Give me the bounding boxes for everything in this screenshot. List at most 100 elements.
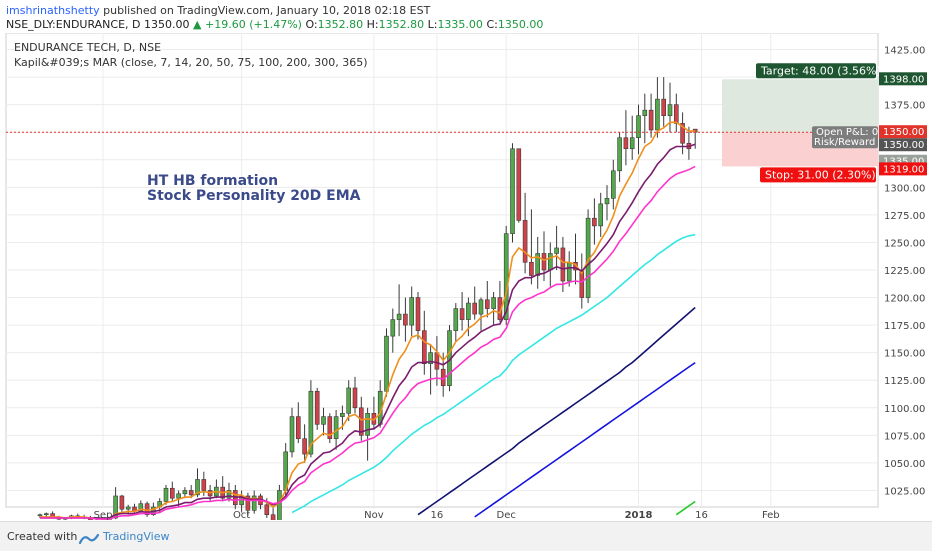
candle-body (516, 148, 522, 221)
candle-body (270, 514, 276, 521)
y-tick-label: 1125.00 (884, 376, 925, 387)
candle-body (541, 253, 547, 271)
chart-area[interactable]: 1025.00 1050.00 1075.00 1100.00 1125.00 1150.… (0, 32, 932, 525)
annotation-line-1[interactable]: HT HB formation (147, 173, 278, 189)
candle-body (421, 330, 427, 364)
candle-body (170, 487, 175, 499)
published-text: published on TradingView.com, January 10… (103, 4, 431, 17)
y-tick-label: 1275.00 (884, 211, 925, 222)
y-tick-label: 1075.00 (884, 431, 925, 442)
candle-body (289, 416, 295, 453)
y-tick-label: 1025.00 (884, 486, 925, 497)
candle-body (484, 299, 490, 309)
candle-body (182, 490, 188, 495)
indicator-legend[interactable]: Kapil&#039;s MAR (close, 7, 14, 20, 50, … (14, 56, 368, 69)
ma-line-20 (40, 165, 696, 520)
close-value: 1350.00 (497, 18, 544, 31)
candle-body (340, 413, 345, 417)
entry-price-tag: 1350.00 (883, 140, 924, 151)
candle-body (459, 308, 465, 320)
ma-line-50 (291, 233, 696, 514)
stop-label: Stop: 31.00 (2.30%) (765, 168, 876, 181)
candle-body (352, 387, 358, 409)
candle-body (478, 299, 484, 315)
candle-body (472, 302, 478, 315)
target-label-box[interactable] (756, 63, 876, 79)
low-label: L: (427, 18, 438, 31)
stop-label-box[interactable] (760, 167, 876, 183)
symbol-label: NSE_DLY:ENDURANCE, D (6, 18, 141, 31)
ma-line-14 (40, 143, 696, 519)
candle-body (522, 220, 528, 263)
candle-body (119, 495, 125, 510)
author-link[interactable]: imshrinathshetty (6, 4, 100, 17)
candle-body (365, 413, 370, 436)
candle-body (195, 479, 200, 496)
candle-body (510, 148, 515, 234)
candle-body (636, 115, 641, 139)
ma-line-300 (675, 500, 696, 516)
target-price-tag-bg (879, 72, 927, 86)
candle-body (327, 416, 333, 439)
candle-body (176, 493, 181, 499)
candle-body (302, 438, 307, 455)
footer: Created with TradingView (0, 521, 932, 551)
publish-line: imshrinathshetty published on TradingVie… (6, 4, 430, 17)
candle-body (308, 390, 314, 455)
candle-body (125, 506, 131, 510)
stop-price-tag: 1319.00 (883, 164, 924, 175)
y-tick-label: 1375.00 (884, 101, 925, 112)
candle-body (617, 137, 622, 172)
candle-body (648, 109, 654, 131)
candle-body (629, 137, 635, 150)
candle-body (37, 514, 43, 517)
x-tick-label: 16 (695, 510, 708, 520)
candles (37, 77, 698, 525)
candle-body (43, 513, 49, 516)
candle-body (415, 297, 421, 331)
ma-line-7 (40, 121, 696, 520)
candle-body (358, 407, 364, 436)
tradingview-brand-link[interactable]: TradingView (103, 530, 170, 543)
y-tick-label: 1100.00 (884, 404, 925, 415)
candle-body (245, 495, 251, 511)
y-tick-label: 1225.00 (884, 266, 925, 277)
chart-legend-title: ENDURANCE TECH, D, NSE (14, 41, 161, 54)
ma-line-100 (417, 306, 696, 516)
pnl-label-box[interactable] (812, 126, 878, 149)
x-tick-label: 2018 (625, 510, 653, 520)
x-tick-label: 16 (431, 510, 444, 520)
price-tags: 1398.00 1335.00 1350.00 1350.00 1319.00 (879, 72, 927, 176)
tradingview-logo-icon[interactable] (78, 530, 100, 549)
time-axis[interactable]: Sep Oct Nov 16 Dec 2018 16 Feb (94, 510, 780, 521)
candle-body (163, 487, 169, 502)
last-price-tag: 1350.00 (883, 127, 924, 138)
candle-body (314, 390, 320, 425)
candle-body (264, 504, 270, 516)
candle-body (113, 495, 118, 519)
change-value: +19.60 (+1.47%) (204, 18, 302, 31)
change-arrow-icon: ▲ (193, 18, 202, 31)
moving-averages (40, 121, 696, 520)
candle-body (655, 98, 660, 131)
created-with-label: Created with (7, 530, 78, 543)
candle-body (188, 490, 194, 496)
candle-body (592, 217, 597, 227)
position-labels[interactable]: Target: 48.00 (3.56%) Stop: 31.00 (2.30%… (756, 63, 881, 183)
candle-body (610, 170, 616, 199)
candle-body (428, 352, 433, 364)
candle-body (226, 490, 232, 499)
candle-body (547, 253, 553, 271)
candle-body (251, 495, 257, 511)
low-value: 1335.00 (437, 18, 483, 31)
candle-body (333, 416, 339, 439)
annotation-line-2[interactable]: Stock Personality 20D EMA (147, 188, 361, 204)
candle-body (346, 387, 352, 414)
price-chart[interactable]: 1025.00 1050.00 1075.00 1100.00 1125.00 1150.… (0, 32, 932, 525)
x-tick-label: Dec (497, 510, 516, 520)
candle-body (277, 490, 282, 521)
candle-body (396, 313, 402, 320)
candle-body (554, 247, 559, 254)
candle-body (384, 335, 389, 392)
price-axis[interactable]: 1025.00 1050.00 1075.00 1100.00 1125.00 1150.… (884, 46, 925, 498)
